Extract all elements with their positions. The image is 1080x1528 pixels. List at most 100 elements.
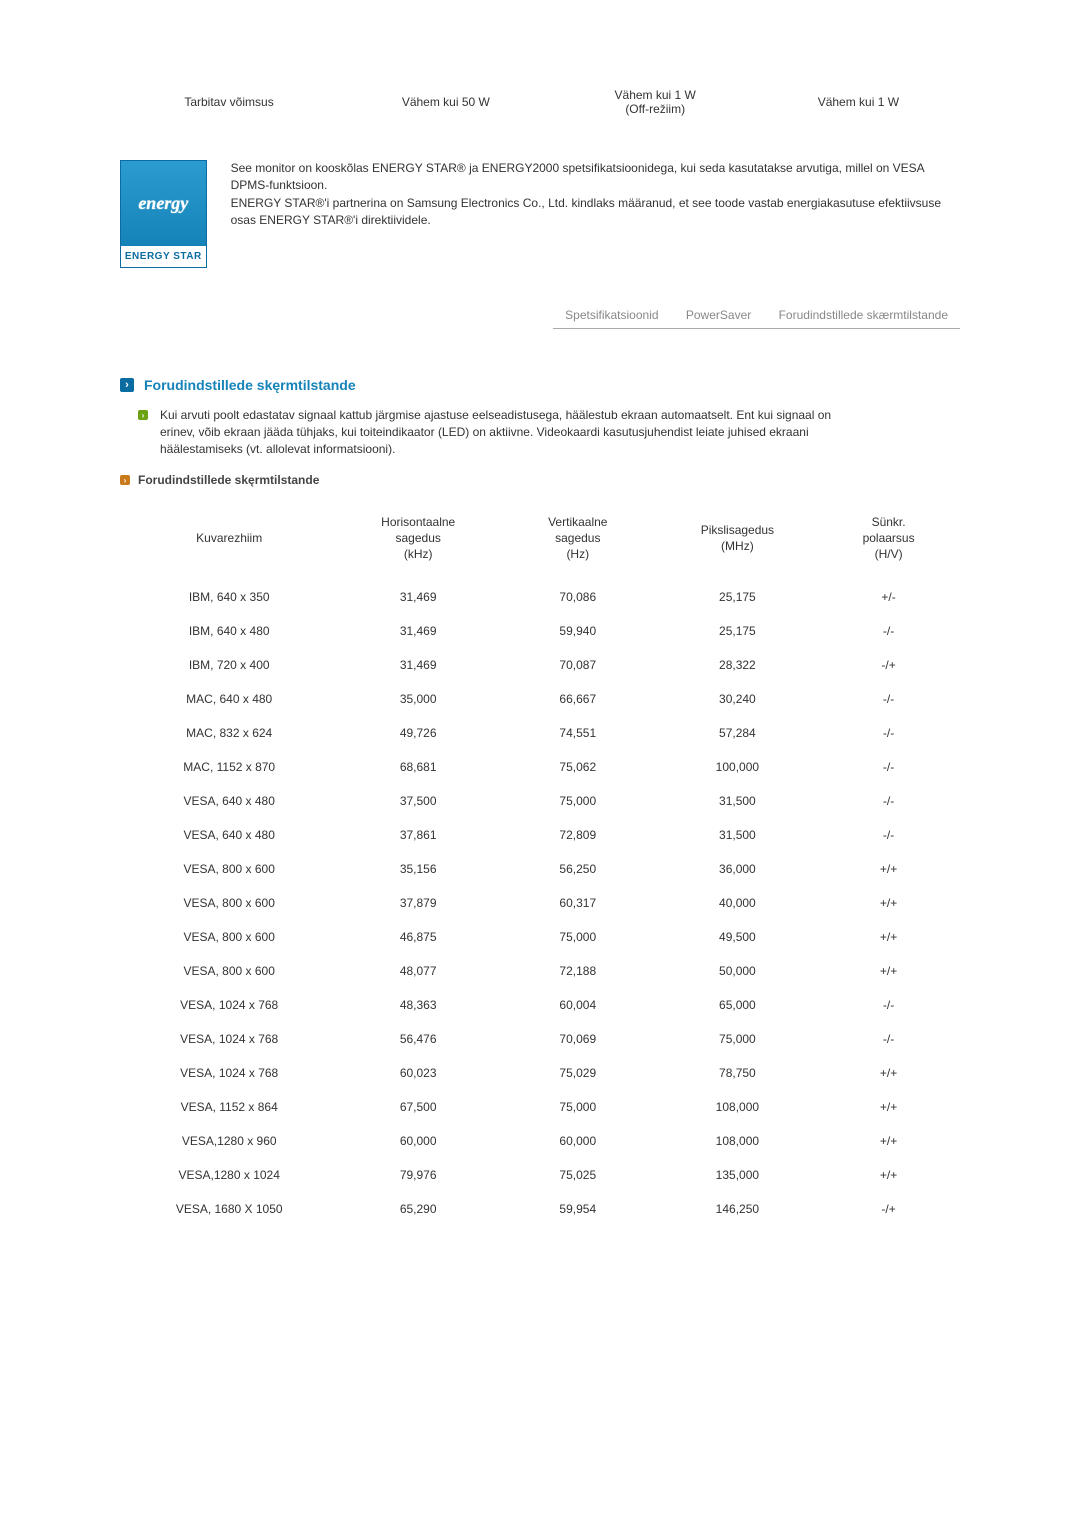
subheading-icon xyxy=(120,475,130,485)
cell-h: 48,363 xyxy=(338,988,498,1022)
table-row: MAC, 1152 x 87068,68175,062100,000-/- xyxy=(120,750,960,784)
cell-v: 70,087 xyxy=(498,648,658,682)
table-header-row: Kuvarezhiim Horisontaalne sagedus (kHz) … xyxy=(120,507,960,580)
energy-star-block: energy ENERGY STAR See monitor on kooskõ… xyxy=(120,160,960,268)
cell-h: 35,156 xyxy=(338,852,498,886)
cell-mode: VESA, 1024 x 768 xyxy=(120,988,338,1022)
col-vfreq: Vertikaalne sagedus (Hz) xyxy=(498,507,658,580)
section-heading-title: Forudindstillede skęrmtilstande xyxy=(144,377,356,393)
cell-mode: IBM, 720 x 400 xyxy=(120,648,338,682)
cell-v: 70,069 xyxy=(498,1022,658,1056)
cell-mode: VESA,1280 x 1024 xyxy=(120,1158,338,1192)
cell-h: 49,726 xyxy=(338,716,498,750)
cell-s: +/+ xyxy=(817,1124,960,1158)
power-off: Vähem kui 1 W (Off-režiim) xyxy=(554,80,757,124)
cell-p: 28,322 xyxy=(658,648,818,682)
section-subheading: Forudindstillede skęrmtilstande xyxy=(120,473,960,487)
section-subheading-title: Forudindstillede skęrmtilstande xyxy=(138,473,319,487)
timing-table: Kuvarezhiim Horisontaalne sagedus (kHz) … xyxy=(120,507,960,1226)
cell-s: -/- xyxy=(817,716,960,750)
cell-s: -/- xyxy=(817,682,960,716)
cell-p: 50,000 xyxy=(658,954,818,988)
cell-h: 37,500 xyxy=(338,784,498,818)
cell-mode: VESA, 1680 X 1050 xyxy=(120,1192,338,1226)
cell-mode: VESA, 640 x 480 xyxy=(120,818,338,852)
col-mode: Kuvarezhiim xyxy=(120,507,338,580)
cell-mode: MAC, 640 x 480 xyxy=(120,682,338,716)
cell-h: 60,023 xyxy=(338,1056,498,1090)
cell-v: 72,809 xyxy=(498,818,658,852)
cell-s: +/+ xyxy=(817,852,960,886)
cell-mode: IBM, 640 x 350 xyxy=(120,580,338,614)
cell-v: 75,000 xyxy=(498,1090,658,1124)
cell-p: 65,000 xyxy=(658,988,818,1022)
cell-mode: MAC, 832 x 624 xyxy=(120,716,338,750)
table-row: VESA, 800 x 60037,87960,31740,000+/+ xyxy=(120,886,960,920)
cell-v: 60,317 xyxy=(498,886,658,920)
table-row: VESA, 800 x 60048,07772,18850,000+/+ xyxy=(120,954,960,988)
cell-mode: MAC, 1152 x 870 xyxy=(120,750,338,784)
table-row: VESA, 1024 x 76848,36360,00465,000-/- xyxy=(120,988,960,1022)
section-heading-icon xyxy=(120,378,134,392)
cell-v: 74,551 xyxy=(498,716,658,750)
tab-powersaver[interactable]: PowerSaver xyxy=(674,308,763,322)
col-hfreq: Horisontaalne sagedus (kHz) xyxy=(338,507,498,580)
cell-mode: IBM, 640 x 480 xyxy=(120,614,338,648)
energy-star-logo: energy ENERGY STAR xyxy=(120,160,207,268)
cell-mode: VESA, 800 x 600 xyxy=(120,886,338,920)
cell-s: +/+ xyxy=(817,1090,960,1124)
cell-p: 108,000 xyxy=(658,1090,818,1124)
cell-s: -/- xyxy=(817,818,960,852)
cell-h: 37,879 xyxy=(338,886,498,920)
energy-star-logo-script: energy xyxy=(138,193,188,214)
cell-p: 25,175 xyxy=(658,614,818,648)
cell-s: +/+ xyxy=(817,920,960,954)
cell-p: 40,000 xyxy=(658,886,818,920)
cell-p: 146,250 xyxy=(658,1192,818,1226)
table-row: VESA, 800 x 60035,15656,25036,000+/+ xyxy=(120,852,960,886)
cell-h: 60,000 xyxy=(338,1124,498,1158)
cell-h: 56,476 xyxy=(338,1022,498,1056)
cell-p: 57,284 xyxy=(658,716,818,750)
bullet-icon xyxy=(138,410,148,420)
cell-h: 31,469 xyxy=(338,648,498,682)
cell-v: 75,025 xyxy=(498,1158,658,1192)
section-intro-text: Kui arvuti poolt edastatav signaal kattu… xyxy=(160,407,860,457)
cell-s: +/+ xyxy=(817,1056,960,1090)
col-pixel: Pikslisagedus (MHz) xyxy=(658,507,818,580)
table-row: MAC, 640 x 48035,00066,66730,240-/- xyxy=(120,682,960,716)
tab-spec[interactable]: Spetsifikatsioonid xyxy=(553,308,670,322)
cell-v: 75,062 xyxy=(498,750,658,784)
table-row: IBM, 720 x 40031,46970,08728,322-/+ xyxy=(120,648,960,682)
table-row: MAC, 832 x 62449,72674,55157,284-/- xyxy=(120,716,960,750)
table-row: VESA, 1024 x 76856,47670,06975,000-/- xyxy=(120,1022,960,1056)
cell-s: +/+ xyxy=(817,886,960,920)
cell-p: 100,000 xyxy=(658,750,818,784)
section-tabs: Spetsifikatsioonid PowerSaver Forudindst… xyxy=(120,308,960,329)
cell-v: 59,940 xyxy=(498,614,658,648)
cell-mode: VESA, 1024 x 768 xyxy=(120,1022,338,1056)
cell-v: 59,954 xyxy=(498,1192,658,1226)
cell-v: 75,000 xyxy=(498,784,658,818)
cell-v: 70,086 xyxy=(498,580,658,614)
cell-h: 65,290 xyxy=(338,1192,498,1226)
table-row: VESA, 1680 X 105065,29059,954146,250-/+ xyxy=(120,1192,960,1226)
cell-h: 79,976 xyxy=(338,1158,498,1192)
cell-v: 60,000 xyxy=(498,1124,658,1158)
cell-h: 68,681 xyxy=(338,750,498,784)
table-row: VESA, 800 x 60046,87575,00049,500+/+ xyxy=(120,920,960,954)
cell-mode: VESA, 800 x 600 xyxy=(120,852,338,886)
cell-s: -/- xyxy=(817,988,960,1022)
table-row: VESA, 640 x 48037,86172,80931,500-/- xyxy=(120,818,960,852)
cell-h: 67,500 xyxy=(338,1090,498,1124)
section-heading: Forudindstillede skęrmtilstande xyxy=(120,377,960,393)
cell-h: 37,861 xyxy=(338,818,498,852)
cell-p: 135,000 xyxy=(658,1158,818,1192)
table-row: VESA, 1152 x 86467,50075,000108,000+/+ xyxy=(120,1090,960,1124)
cell-v: 56,250 xyxy=(498,852,658,886)
tab-preset[interactable]: Forudindstillede skærmtilstande xyxy=(767,308,960,322)
table-row: VESA, 640 x 48037,50075,00031,500-/- xyxy=(120,784,960,818)
cell-s: +/- xyxy=(817,580,960,614)
cell-v: 60,004 xyxy=(498,988,658,1022)
cell-s: -/+ xyxy=(817,648,960,682)
